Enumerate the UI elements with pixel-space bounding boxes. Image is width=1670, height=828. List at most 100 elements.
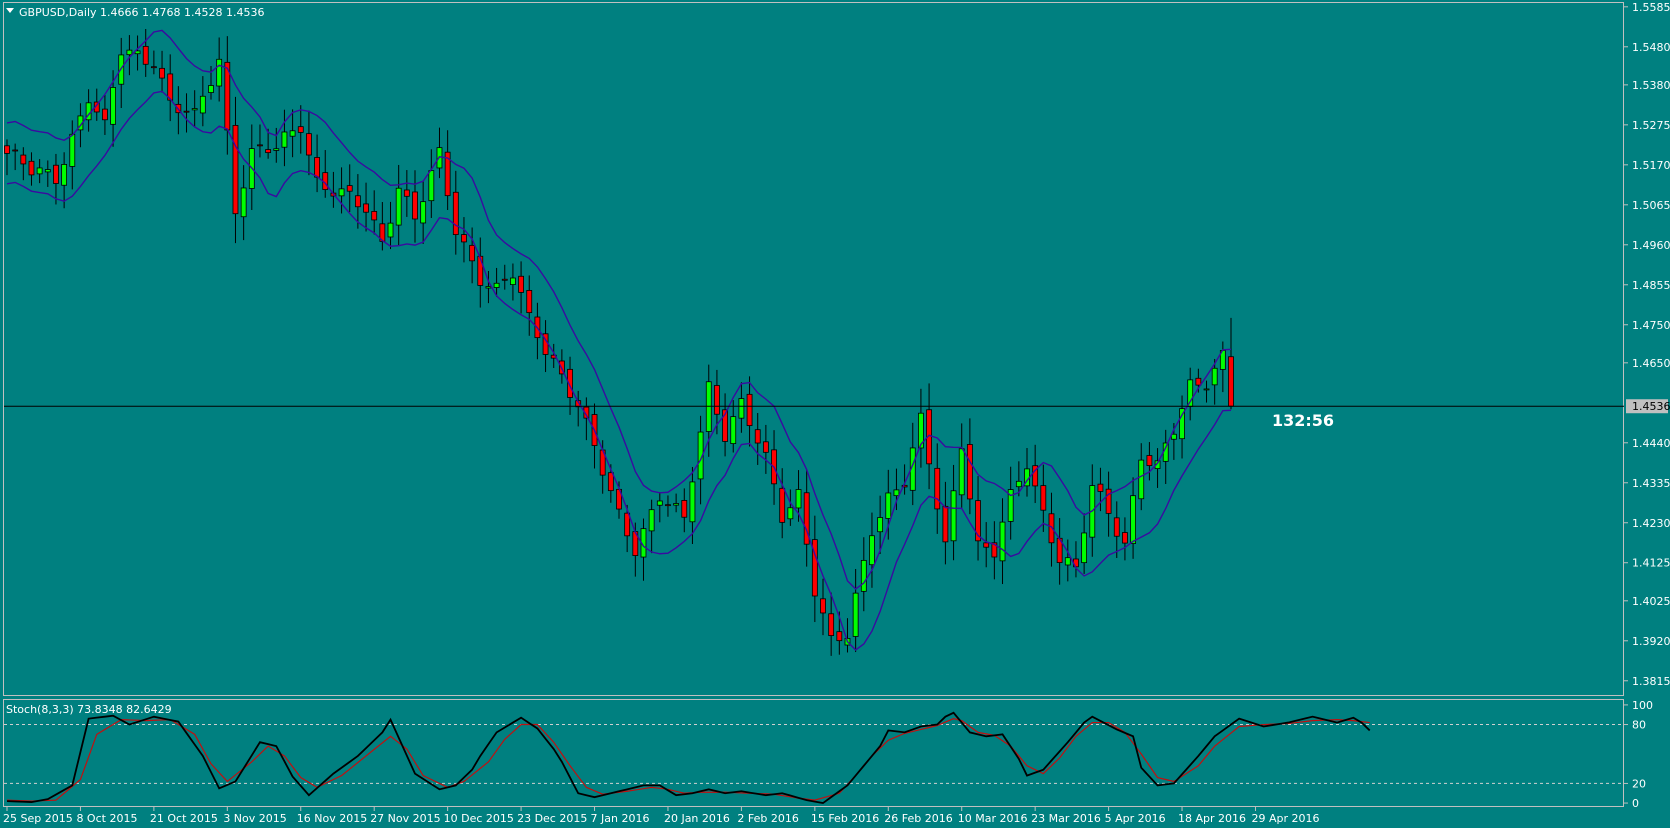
price-tick-label: 1.4335 [1632, 477, 1670, 490]
candle-body [4, 145, 10, 154]
candle-body [208, 85, 214, 93]
time-tick-label: 2 Feb 2016 [737, 812, 798, 825]
candle-body [395, 187, 402, 226]
candle-body [746, 393, 753, 426]
time-tick-label: 21 Oct 2015 [150, 812, 218, 825]
price-tick-label: 1.4025 [1632, 595, 1670, 608]
envelope-group [6, 29, 1232, 651]
candle-body [893, 489, 900, 497]
candle-body [150, 66, 157, 69]
candle-body [754, 429, 761, 444]
candle-body [1130, 495, 1136, 544]
candle-body [1032, 465, 1039, 487]
candle-body [191, 108, 198, 111]
candle-body [1179, 408, 1185, 440]
time-tick-label: 23 Mar 2016 [1031, 812, 1101, 825]
candle-body [289, 130, 296, 137]
candle-body [722, 409, 728, 442]
candle-body [811, 539, 818, 597]
candle-body [20, 154, 27, 165]
price-tick-label: 1.5065 [1632, 199, 1670, 212]
price-tick-label: 1.4440 [1632, 437, 1670, 450]
current-price-box [1626, 399, 1668, 414]
candle-body [1048, 513, 1055, 544]
candle-body [583, 406, 590, 419]
candle-body [371, 211, 378, 221]
price-tick-label: 1.4750 [1632, 319, 1670, 332]
candle-body [265, 149, 272, 154]
candle-body [420, 201, 427, 224]
time-tick-label: 29 Apr 2016 [1251, 812, 1319, 825]
time-tick-label: 5 Apr 2016 [1105, 812, 1166, 825]
envelope-upper [6, 29, 1232, 590]
candle-body [501, 278, 508, 281]
bar-timer: 132:56 [1272, 411, 1334, 430]
candle-body [934, 467, 941, 510]
candle-body [885, 492, 892, 519]
stoch-tick-label: 80 [1632, 719, 1646, 732]
candle-body [314, 157, 320, 178]
candle-body [428, 170, 435, 202]
candle-body [1007, 489, 1014, 522]
candle-body [958, 448, 965, 496]
candle-body [44, 169, 51, 173]
price-tick-label: 1.5275 [1632, 119, 1670, 132]
candle-body [240, 187, 247, 218]
candle-body [730, 416, 737, 445]
candle-body [648, 509, 655, 532]
price-tick-label: 1.5170 [1632, 159, 1670, 172]
candle-body [656, 500, 663, 506]
candle-body [363, 203, 369, 213]
time-tick-label: 26 Feb 2016 [884, 812, 952, 825]
candle-body [518, 275, 524, 293]
envelope-lower [6, 90, 1232, 651]
candle-body [1195, 377, 1202, 386]
price-tick-label: 1.5585 [1632, 1, 1670, 14]
candle-body [485, 286, 492, 289]
candle-body [607, 472, 614, 492]
candle-body [787, 507, 794, 520]
triangle-down-icon[interactable] [6, 8, 14, 13]
price-axis: 1.5585 1.5480 1.5380 1.5275 1.5170 1.5065 1.49… [1624, 1, 1670, 688]
candle-body [281, 131, 288, 148]
candle-body [983, 542, 990, 548]
price-tick-label: 1.5480 [1632, 41, 1670, 54]
candle-body [1138, 459, 1145, 500]
price-tick-label: 1.4650 [1632, 357, 1670, 370]
candle-body [273, 148, 280, 151]
time-tick-label: 16 Nov 2015 [297, 812, 367, 825]
candle-body [991, 542, 998, 558]
current-price-group: 1.4536 [4, 399, 1670, 414]
price-tick-label: 1.3815 [1632, 675, 1670, 688]
price-pane-frame [3, 2, 1624, 696]
candle-body [852, 592, 859, 637]
candle-body [346, 185, 353, 192]
candle-body [567, 368, 573, 398]
candle-body [232, 125, 239, 215]
time-tick-label: 15 Feb 2016 [811, 812, 879, 825]
stoch-main-line [6, 711, 1371, 805]
candle-body [1040, 485, 1047, 511]
candle-body [297, 126, 304, 133]
candle-body [1105, 488, 1112, 514]
stochastic-group: 100 80 20 0 [4, 699, 1653, 810]
price-tick-label: 1.4855 [1632, 279, 1670, 292]
candle-body [860, 559, 867, 592]
candle-body [738, 398, 745, 419]
time-tick-label: 23 Dec 2015 [517, 812, 587, 825]
candle-body [142, 45, 149, 65]
candle-body [877, 517, 884, 533]
candle-body [942, 505, 949, 543]
candle-body [1113, 517, 1120, 537]
candle-body [673, 503, 680, 506]
candle-body [689, 481, 696, 523]
candle-body [665, 504, 671, 507]
time-tick-label: 20 Jan 2016 [664, 812, 730, 825]
candle-body [199, 95, 206, 114]
candle-body [12, 149, 19, 152]
stoch-title: Stoch(8,3,3) 73.8348 82.6429 [6, 703, 172, 716]
price-tick-label: 1.3920 [1632, 635, 1670, 648]
candle-body [387, 222, 394, 238]
candle-body [1015, 480, 1022, 488]
